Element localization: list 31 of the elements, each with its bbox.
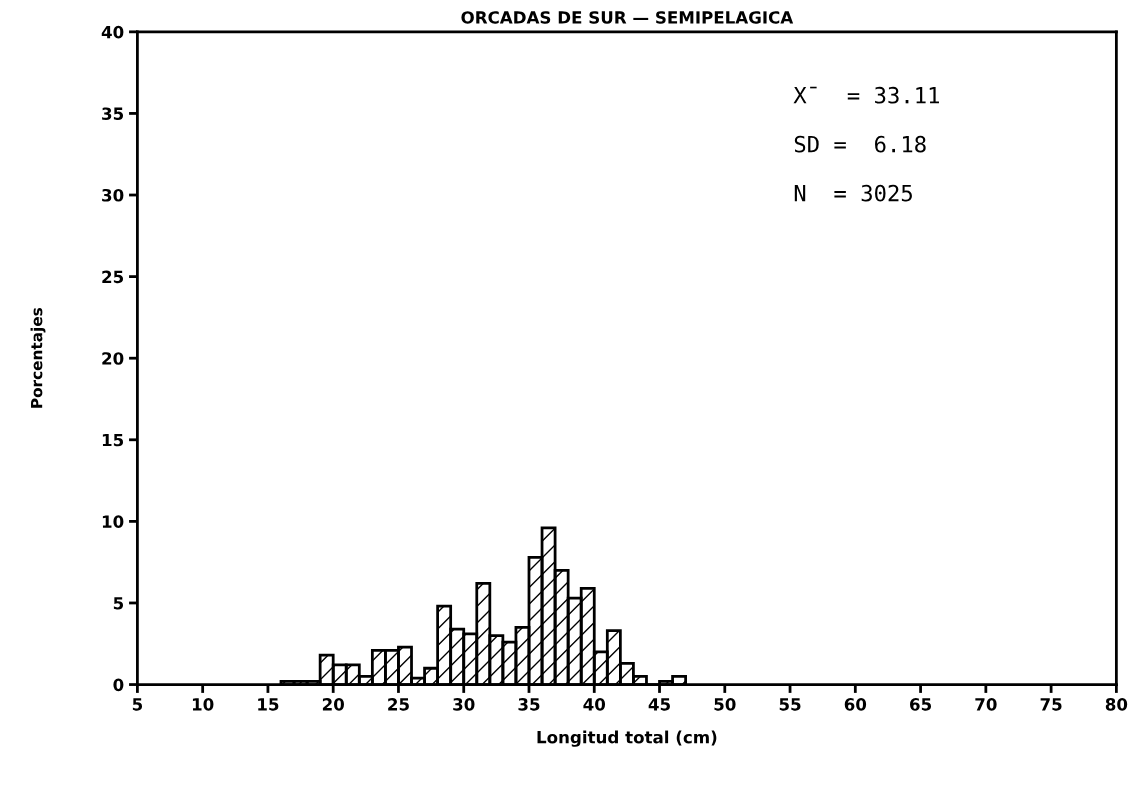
y-tick-label: 10 — [102, 515, 124, 528]
y-tick-label: 25 — [102, 270, 124, 284]
y-tick-label: 20 — [102, 352, 124, 365]
x-tick-label: 45 — [648, 698, 670, 711]
x-tick-label: 30 — [453, 698, 475, 711]
annotation: SD = 6.18 — [794, 135, 926, 153]
x-tick-label: 35 — [518, 698, 540, 711]
y-axis-title: Porcentajes — [30, 308, 46, 408]
x-tick-label: 75 — [1040, 698, 1062, 711]
x-tick-label: 55 — [779, 698, 801, 711]
y-tick-label: 5 — [113, 597, 124, 610]
x-tick-label: 10 — [192, 698, 214, 711]
y-tick-label: 15 — [102, 433, 124, 447]
x-tick-label: 70 — [975, 698, 997, 711]
x-tick-label: 40 — [583, 698, 606, 711]
y-tick-label: 40 — [101, 25, 124, 39]
annotation: X̄ = 33.11 — [793, 86, 939, 104]
x-tick-label: 25 — [388, 698, 409, 711]
y-tick-label: 35 — [102, 107, 124, 120]
x-tick-label: 65 — [910, 698, 932, 711]
y-tick-label: 30 — [102, 188, 124, 202]
x-tick-label: 50 — [714, 698, 736, 711]
chart-title: ORCADAS DE SUR — SEMIPELAGICA — [461, 11, 794, 24]
x-axis-title: Longitud total (cm) — [537, 730, 717, 747]
x-tick-label: 5 — [132, 698, 143, 711]
x-tick-label: 80 — [1105, 698, 1128, 711]
annotation: N = 3025 — [794, 184, 912, 202]
x-tick-label: 15 — [258, 698, 279, 711]
x-tick-label: 20 — [322, 698, 344, 711]
x-tick-label: 60 — [844, 698, 867, 711]
y-tick-label: 0 — [113, 678, 124, 692]
